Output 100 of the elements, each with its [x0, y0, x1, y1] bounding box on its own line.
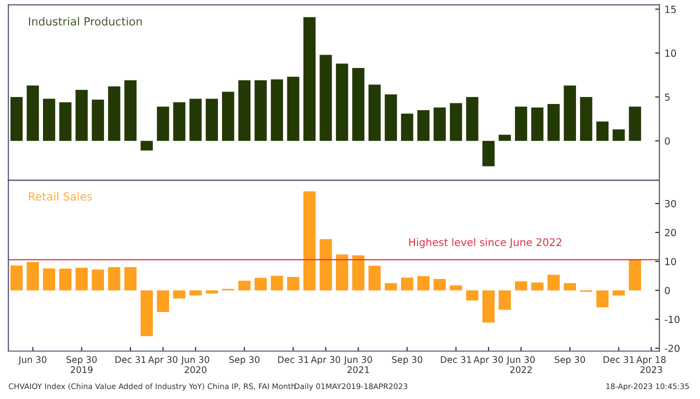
x-tick-label: Apr 30: [148, 356, 178, 365]
bar: [434, 107, 446, 141]
text: Retail Sales: [29, 192, 92, 201]
x-tick-label: Dec 31: [604, 356, 634, 363]
y-tick-label: 10: [665, 50, 676, 57]
bar: [384, 94, 397, 141]
y-tick-label: 20: [664, 228, 676, 236]
bar: [140, 290, 153, 336]
bar: [450, 285, 462, 290]
x-tick-label: Apr 30: [474, 356, 503, 365]
bar: [531, 282, 544, 290]
bar: [92, 269, 104, 290]
y-tick-label: 0: [664, 137, 670, 145]
x-tick-label: Apr 18 2023: [636, 356, 666, 374]
bar: [548, 104, 560, 141]
bar: [434, 279, 446, 290]
bar: [417, 276, 430, 290]
bar: [336, 64, 348, 141]
text: Industrial Production: [29, 16, 142, 26]
bar: [336, 254, 348, 290]
bar: [352, 255, 364, 290]
bar: [482, 140, 495, 166]
bar: [10, 96, 23, 141]
bar: [173, 102, 186, 141]
bar: [401, 278, 414, 290]
y-tick-label: 10: [665, 258, 676, 266]
bar: [303, 191, 316, 290]
bar: [270, 79, 284, 141]
bar: [596, 122, 609, 141]
bar: [10, 265, 23, 290]
bar: [564, 86, 576, 141]
x-tick-label: Jun 30: [18, 356, 46, 365]
bar: [498, 290, 511, 310]
bar: [76, 90, 88, 141]
bar: [580, 96, 592, 141]
bar: [156, 106, 170, 141]
bar: [514, 281, 528, 290]
bar: [26, 262, 39, 290]
bar: [514, 106, 528, 141]
bar: [498, 134, 511, 141]
y-tick-label: 30: [665, 200, 676, 208]
x-tick-label: Dec 31: [440, 356, 472, 363]
bar: [596, 290, 609, 308]
bar: [352, 68, 364, 141]
x-tick-label: Sep 30: [554, 356, 585, 365]
bar: [206, 290, 218, 294]
bar: [482, 290, 495, 322]
bar: [384, 283, 397, 290]
bar: [189, 290, 202, 296]
bar: [222, 92, 234, 141]
bar: [303, 17, 316, 141]
bar: [401, 114, 414, 141]
y-tick-label: -20: [664, 344, 680, 352]
x-tick-label: Apr 30: [310, 356, 340, 365]
bar: [628, 106, 642, 141]
bar: [270, 276, 284, 290]
bar: [189, 98, 202, 141]
bar: [26, 86, 39, 141]
bar: [124, 267, 137, 290]
x-tick-label: Dec 31: [278, 356, 308, 363]
bar: [254, 278, 267, 290]
bar: [42, 98, 56, 141]
bar: [254, 80, 267, 141]
bar: [628, 260, 642, 290]
x-tick-label: Jun 30 2020: [180, 356, 210, 374]
x-tick-label: Dec 31: [115, 356, 146, 363]
bar: [450, 103, 462, 141]
bar: [531, 107, 544, 141]
y-tick-label: 15: [665, 6, 676, 14]
x-tick-label: Sep 30 2019: [66, 356, 97, 374]
bar: [612, 129, 625, 141]
bar: [466, 96, 478, 141]
bar: [156, 290, 170, 312]
y-tick-label: 0: [664, 286, 670, 294]
y-tick-label: 5: [665, 94, 670, 101]
bar: [173, 290, 186, 298]
bar: [206, 98, 218, 141]
x-tick-label: Jun 30 2022: [506, 356, 535, 374]
bar: [59, 102, 72, 141]
bar: [287, 277, 300, 290]
bar: [564, 283, 576, 290]
ref-line-label: Highest level since June 2022: [409, 238, 562, 248]
bar: [368, 266, 381, 290]
bar: [108, 267, 120, 290]
x-tick-label: Sep 30: [229, 356, 260, 365]
bar: [140, 140, 153, 151]
bar: [59, 268, 72, 290]
x-tick-label: Jun 30 2021: [344, 356, 372, 374]
bar: [417, 110, 430, 141]
bar: [368, 84, 381, 141]
bar: [466, 290, 478, 300]
bar: [76, 268, 88, 290]
bar: [612, 290, 625, 296]
bar: [320, 239, 332, 290]
x-tick-label: Sep 30: [392, 356, 422, 365]
bar: [548, 274, 560, 290]
bar: [108, 86, 120, 141]
y-tick-label: -10: [664, 316, 680, 324]
bar: [238, 280, 250, 290]
bar: [320, 54, 332, 141]
